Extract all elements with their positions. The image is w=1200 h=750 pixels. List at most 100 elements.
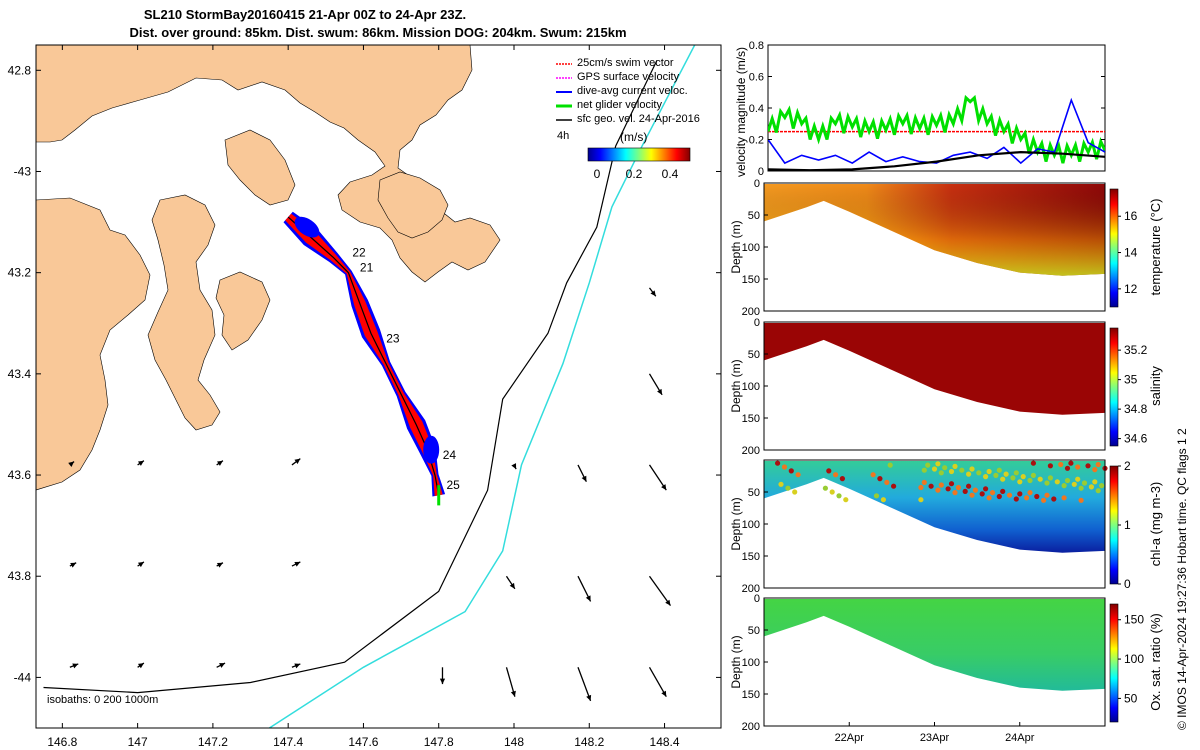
chl-a-sample-dot [972,487,979,493]
temperature-ytick-label: 150 [742,274,760,286]
map-xtick-label: 147.2 [198,735,228,749]
chl-a-sample-dot [795,472,801,478]
credit-text: © IMOS 14-Apr-2024 19:27:36 Hobart time.… [1175,428,1189,730]
chl-a-sample-dot [1017,491,1023,497]
chl-a-sample-dot [1085,463,1091,469]
salinity-ytick-label: 150 [742,413,760,425]
chl-a-sample-dot [1003,471,1009,477]
chl-a-sample-dot [938,482,944,488]
chl-a-sample-dot [877,476,883,482]
track-day-label: 25 [446,478,460,492]
map-ytick-label: 43.2 [8,266,32,280]
chl-a-sample-dot [1013,470,1019,476]
temperature-ytick-label: 200 [742,306,760,318]
temperature-data-shading [764,184,1105,276]
geo-velocity-arrowhead [137,561,144,568]
velocity-ytick-label: 0.8 [749,40,764,52]
chl-a-sample-dot [986,495,992,501]
chl-a-sample-dot [959,467,965,473]
chl-a-sample-dot [918,484,924,491]
oxygen-ytick-label: 150 [742,689,760,701]
temperature-section: 0 50 100 150 200 Depth (m) 12 14 16 temperature (… [729,178,1163,318]
chl-a-ylabel: Depth (m) [729,497,743,550]
chl-a-sample-dot [993,472,999,478]
chl-a-sample-dot [1010,475,1016,481]
salinity-colorbar [1109,327,1119,447]
oxygen-colorbar-label: Ox. sat. ratio (%) [1148,613,1163,711]
chl-a-sample-dot [778,481,784,487]
geo-velocity-arrowhead [68,461,75,467]
chl-a-sample-dot [1027,477,1033,484]
geo-velocity-arrowhead [661,484,667,491]
land-fortescue [377,171,449,239]
chl-a-sample-dot [952,490,958,496]
geo-velocity-arrowhead [294,561,301,567]
oxygen-xtick-label: 23Apr [920,732,950,744]
geo-velocity-arrowhead [70,562,77,568]
oxygen-data-field [764,599,1105,691]
chl-a-sample-dot [884,479,890,485]
chl-a-sample-dot [986,468,992,475]
speed-colorbar [587,147,691,162]
chl-a-sample-dot [1037,476,1043,482]
chl-a-sample-dot [1027,490,1033,496]
chl-a-sample-dot [976,470,982,476]
geo-velocity-arrowhead [219,663,226,668]
chl-a-sample-dot [887,462,893,468]
salinity-colorbar-label: salinity [1148,366,1163,406]
chl-a-section: 50 100 150 200 Depth (m) 0 1 2 chl-a (mg m-3) [729,459,1163,595]
legend-label-net-glider: net glider velocity [577,99,662,111]
chl-a-sample-dot [1095,461,1101,468]
geo-velocity-arrowhead [661,690,667,697]
dive-avg-current-band [283,211,446,497]
chl-a-colorbar-label: chl-a (mg m-3) [1148,482,1163,567]
chl-a-sample-dot [891,483,897,489]
map-dynamic-layer: 22 21 23 24 25 [43,45,696,728]
geo-velocity-arrowhead [294,458,301,464]
chl-a-sample-dot [931,466,938,472]
geo-velocity-arrow [577,667,592,702]
speed-colorbar-label: (m/s) [620,130,647,144]
chl-a-sample-dot [1068,460,1074,466]
isobaths-label: isobaths: 0 200 1000m [47,694,158,706]
land-peninsula-east [215,271,271,351]
map-xtick-label: 148.2 [574,735,604,749]
chl-a-sample-dot [996,467,1002,473]
temperature-ytick-label: 100 [742,242,760,254]
chl-a-sample-dot [1071,481,1077,487]
geo-velocity-arrowhead [509,582,515,589]
chl-a-sample-dot [918,497,924,503]
temperature-colorbar-label: temperature (°C) [1148,199,1163,296]
oxygen-ylabel: Depth (m) [729,635,743,688]
oxygen-colorbar-tick-label: 150 [1124,613,1144,627]
oxygen-ytick-label: 100 [742,657,760,669]
chl-a-sample-dot [1075,464,1081,470]
map-ytick-label: 43.4 [8,367,32,381]
speed-colorbar-tick-1: 0.2 [626,167,643,181]
track-day-label: 23 [386,331,400,345]
map-xtick-label: 148.4 [650,735,680,749]
chl-a-sample-dot [1058,461,1064,468]
map-ytick-label: -43 [14,164,32,178]
chl-a-sample-dot [948,468,955,475]
chl-a-sample-dot [1030,472,1036,478]
isobath-200m-line [43,59,658,694]
chl-a-ytick-label: 100 [742,519,760,531]
salinity-colorbar-tick-label: 35.2 [1124,343,1148,357]
chl-a-sample-dot [952,463,958,469]
chl-a-colorbar-tick-label: 0 [1124,577,1131,591]
chl-a-sample-dot [1088,484,1094,490]
temperature-ytick-label: 0 [754,178,760,190]
temperature-colorbar [1109,188,1119,308]
chl-a-sample-dot [792,489,798,495]
chl-a-sample-dot [1092,479,1098,485]
map-xtick-label: 148 [504,735,524,749]
temperature-ytick-label: 50 [748,210,760,222]
chl-a-sample-dot [1054,479,1060,485]
oxygen-colorbar-tick-label: 50 [1124,691,1138,705]
legend-label-swim-vector: 25cm/s swim vector [577,57,674,69]
geo-velocity-arrowhead [510,690,516,697]
land-south-arm [36,197,151,491]
salinity-ylabel: Depth (m) [729,359,743,412]
